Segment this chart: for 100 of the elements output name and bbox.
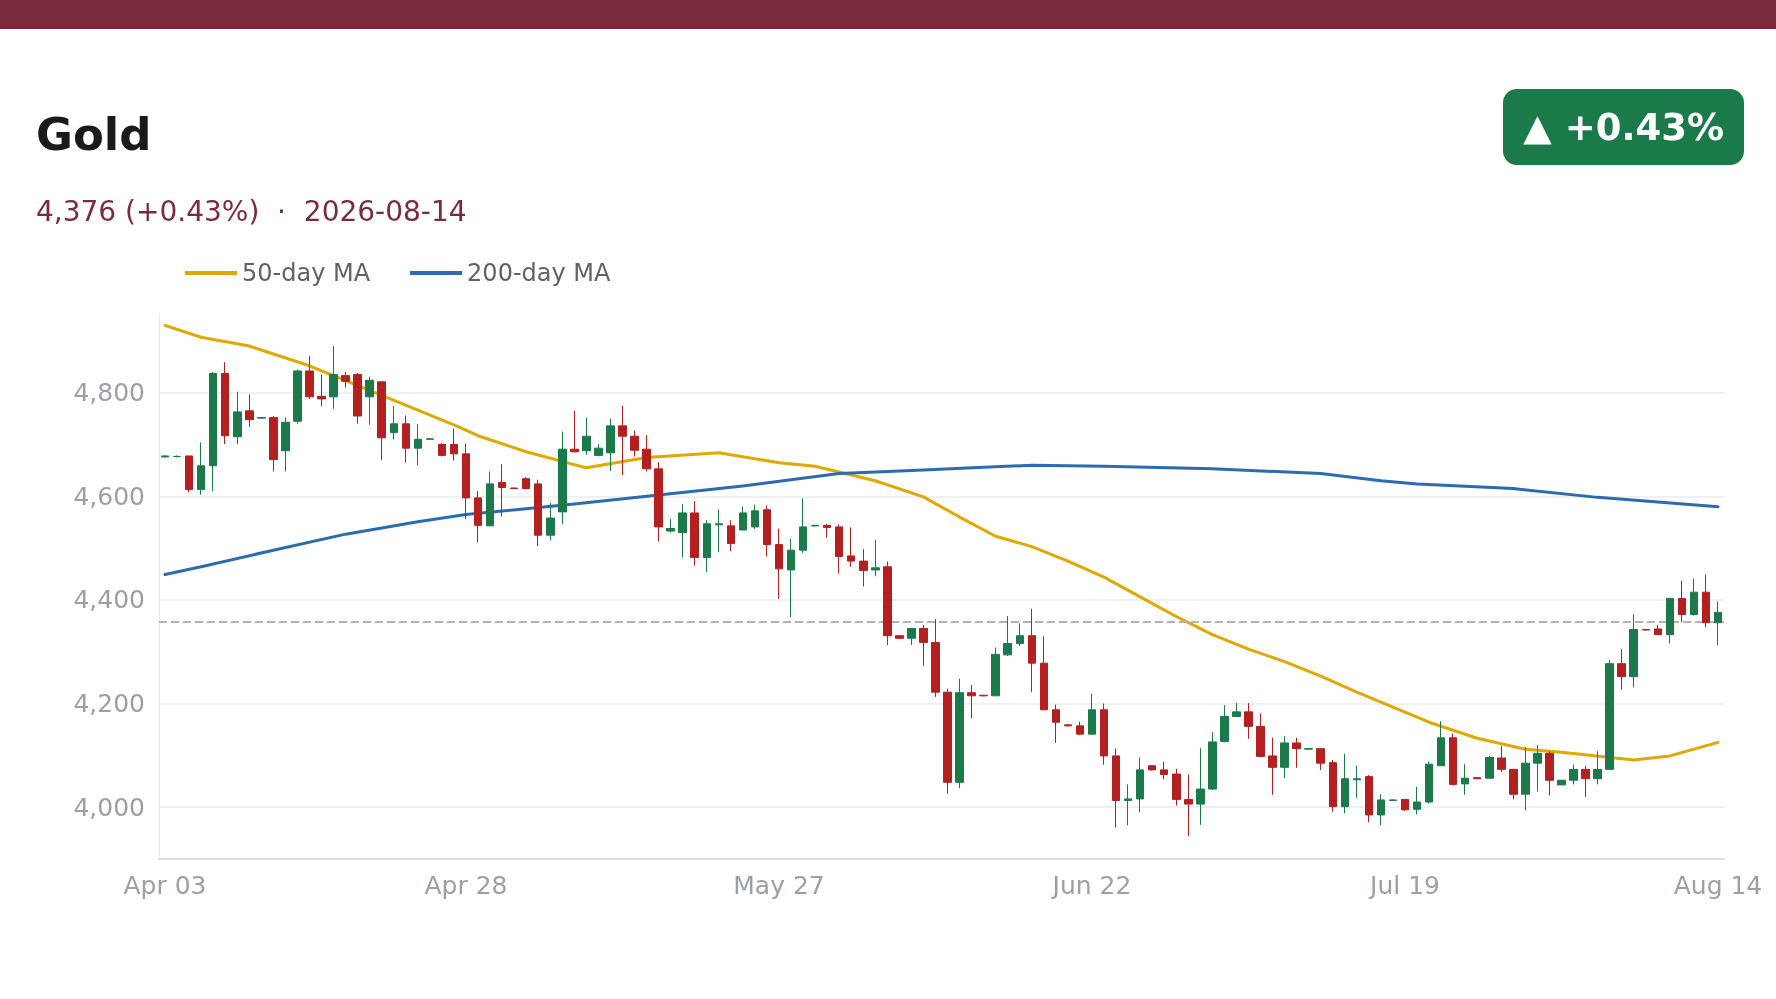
candlestick: [823, 523, 831, 539]
candlestick: [233, 391, 242, 445]
candlestick: [257, 416, 266, 420]
candlestick: [1521, 746, 1530, 811]
candlestick: [678, 503, 687, 558]
candlestick: [1365, 774, 1373, 823]
candlestick: [438, 442, 446, 457]
x-tick-label: Jun 22: [1050, 871, 1132, 900]
candlestick: [185, 455, 193, 493]
candlestick: [1690, 578, 1698, 616]
candlestick: [1196, 747, 1205, 826]
candlestick: [1136, 756, 1144, 813]
candlestick: [1268, 737, 1277, 796]
candlestick: [1064, 723, 1072, 727]
candlestick: [390, 405, 398, 440]
candlestick: [715, 508, 723, 553]
candlestick: [1702, 574, 1710, 628]
chart-subtitle: 4,376 (+0.43%) · 2026-08-14: [36, 195, 467, 228]
candlestick: [1485, 755, 1494, 779]
candlestick: [546, 502, 555, 541]
candlestick: [654, 461, 663, 542]
text: ▲ +0.43%: [1503, 89, 1744, 165]
candlestick: [1437, 720, 1445, 767]
y-tick-label: 4,600: [73, 481, 145, 511]
candlestick: [1280, 735, 1289, 779]
candlestick: [1581, 765, 1590, 798]
x-tick-label: Apr 28: [424, 871, 508, 900]
candlestick: [558, 431, 567, 525]
candlestick: [1052, 704, 1060, 744]
candlestick: [1509, 768, 1518, 800]
y-tick-label: 4,200: [73, 689, 145, 719]
candlestick: [1208, 731, 1217, 791]
candlestick: [703, 519, 711, 573]
candlestick: [739, 506, 747, 531]
candlestick: [642, 434, 651, 472]
candlestick: [305, 355, 314, 400]
candlestick: [377, 380, 386, 461]
candlestick: [883, 561, 892, 646]
candlestick: [919, 624, 928, 667]
candlestick: [498, 463, 506, 518]
candlestick: [727, 519, 735, 552]
candlestick: [1112, 748, 1120, 828]
y-tick-label: 4,000: [73, 792, 145, 822]
candlestick: [1654, 624, 1662, 636]
candlestick: [450, 427, 458, 462]
candlestick: [1124, 783, 1132, 826]
candlestick: [1413, 786, 1421, 815]
candlestick: [474, 490, 482, 543]
candlestick: [1316, 748, 1325, 771]
candlestick: [221, 361, 229, 445]
candlestick: [402, 415, 410, 464]
candlestick: [931, 618, 940, 698]
candlestick: [1545, 750, 1554, 796]
candlestick: [1016, 622, 1024, 647]
candlestick: [209, 371, 217, 492]
y-tick-label: 4,400: [73, 585, 145, 615]
candlestick: [907, 627, 916, 646]
candlestick: [1172, 768, 1181, 807]
candlestick: [353, 372, 362, 425]
legend-label: 200-day MA: [467, 259, 612, 287]
candlestick: [1232, 702, 1241, 718]
x-tick-label: May 27: [733, 871, 825, 900]
candlestick: [1497, 745, 1506, 773]
candlestick: [1160, 761, 1168, 780]
candlestick: [1100, 703, 1108, 766]
candlestick: [835, 523, 843, 575]
candlestick: [522, 476, 530, 491]
candlestick: [245, 393, 254, 428]
candlestick: [269, 415, 278, 472]
candlestick: [594, 443, 603, 457]
candlestick: [943, 688, 952, 795]
candlestick: [1088, 693, 1096, 735]
candlestick: [329, 345, 338, 410]
candlestick: [582, 417, 591, 456]
x-tick-label: Jul 19: [1368, 871, 1440, 900]
candlestick: [510, 487, 518, 490]
candlestick: [1678, 580, 1686, 623]
candlestick: [787, 538, 795, 618]
y-tick-label: 4,800: [73, 378, 145, 408]
candlestick: [1569, 764, 1578, 785]
candlestick: [1642, 628, 1650, 632]
line-series: [163, 463, 1720, 577]
candlestick: [1292, 737, 1301, 769]
line-series: [163, 323, 1720, 762]
candlestick: [1148, 764, 1156, 771]
candlestick: [606, 418, 615, 472]
candlestick: [1040, 635, 1048, 711]
x-tick-label: Aug 14: [1673, 871, 1763, 900]
candlestick: [799, 497, 807, 554]
candlestick: [1184, 774, 1193, 837]
candlestick: [341, 371, 350, 389]
candlestick: [1244, 702, 1253, 740]
candlestick: [763, 505, 771, 557]
candlestick: [1473, 776, 1481, 780]
candlestick: [1557, 779, 1566, 786]
candlestick: [281, 417, 290, 472]
candlestick: [293, 368, 302, 425]
candlestick: [690, 500, 699, 567]
candlestick: [775, 527, 783, 600]
candlestick: [197, 441, 205, 496]
